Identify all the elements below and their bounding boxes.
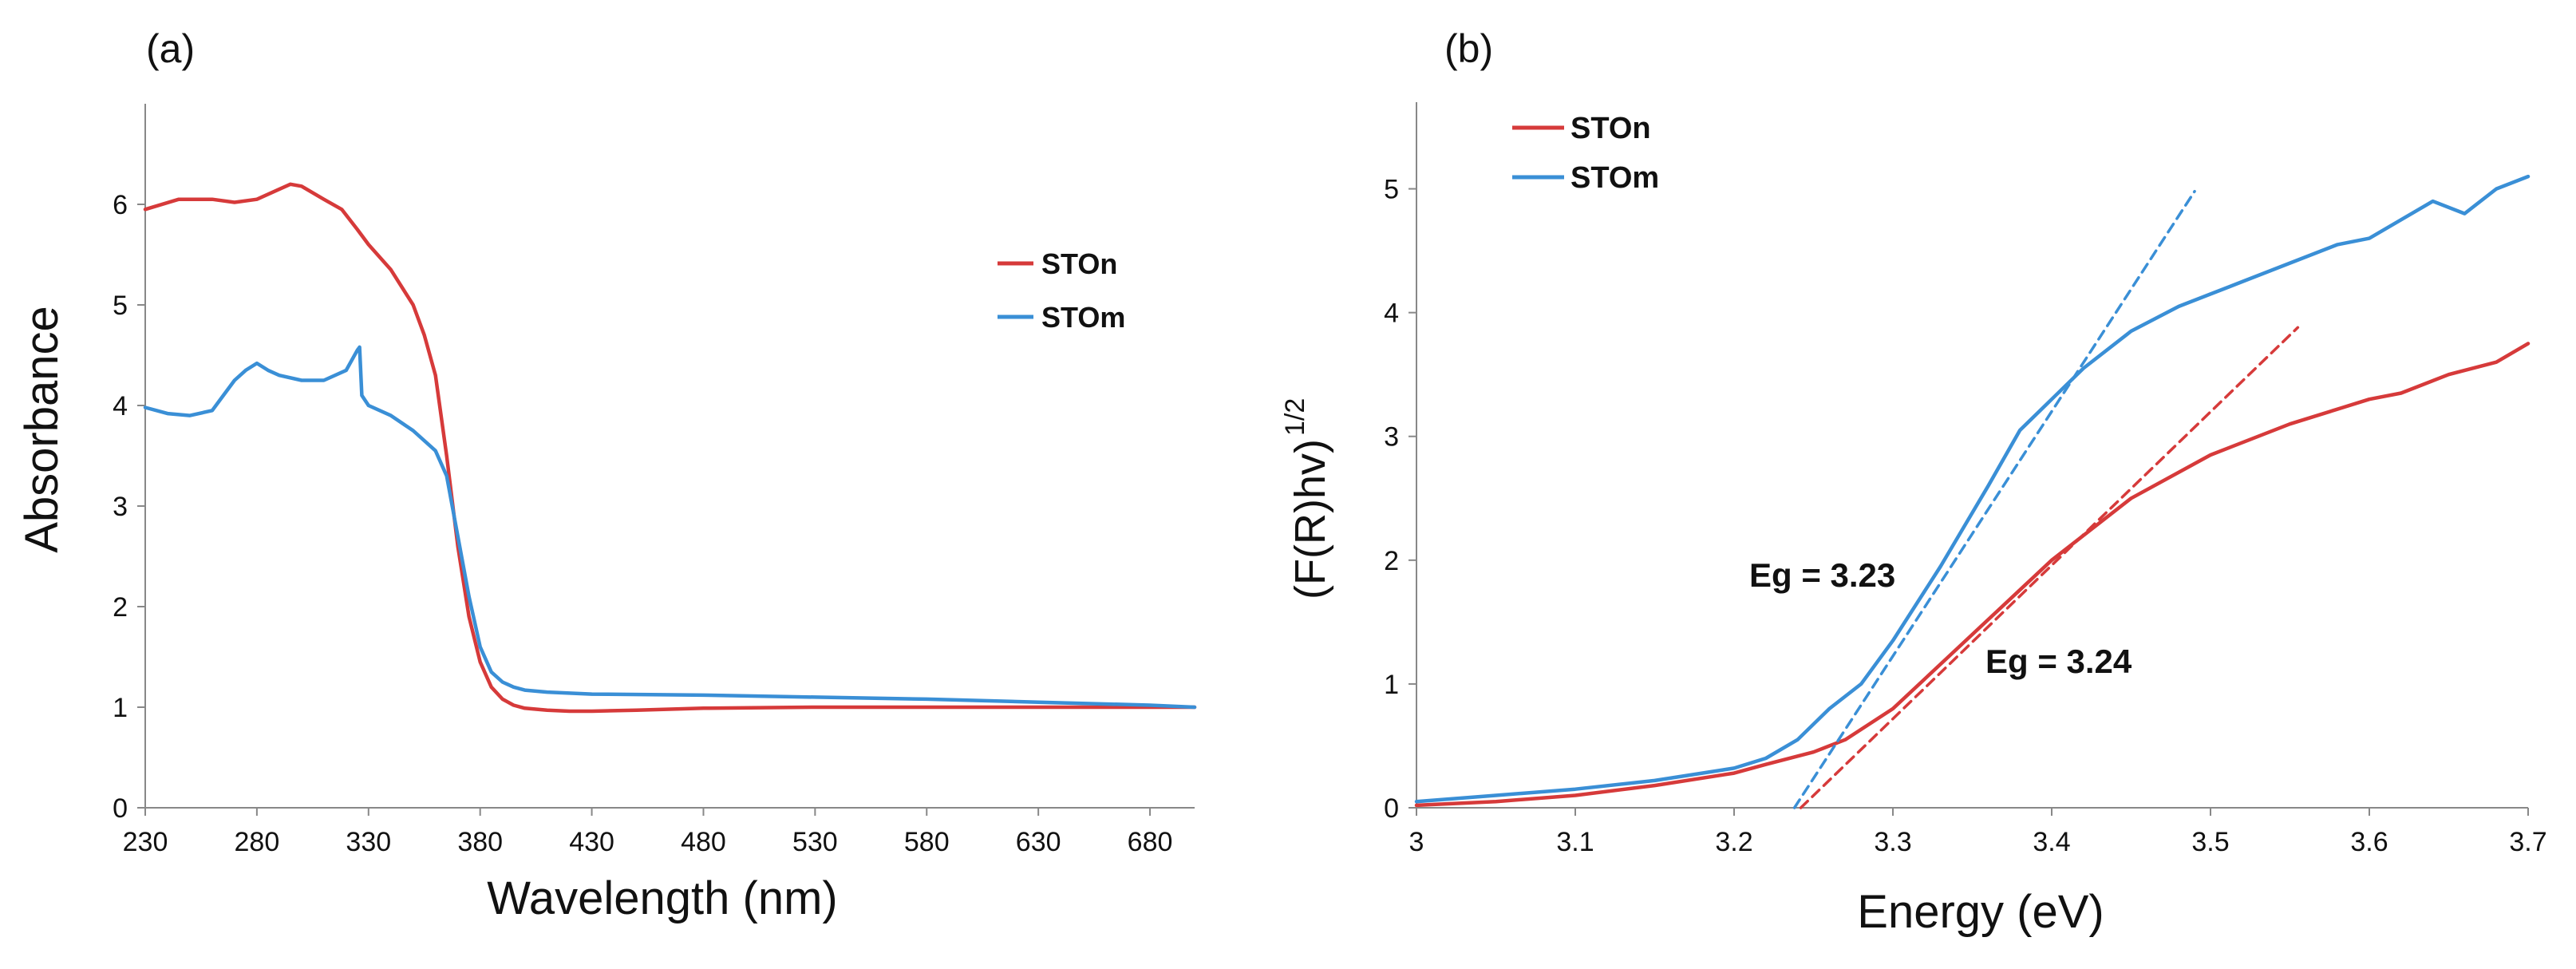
y-tick-label: 1 xyxy=(113,693,128,723)
panel-label-a: (a) xyxy=(146,26,195,71)
y-tick-label: 4 xyxy=(113,391,128,421)
x-tick-label: 480 xyxy=(681,827,726,857)
series-line-stom xyxy=(143,345,1197,710)
x-tick-label: 3.7 xyxy=(2509,827,2546,857)
series-line-ston-tangent xyxy=(1799,326,2300,809)
panel-a: (a) 0 1 2 3 4 5 6 230 280 330 380 430 480 530 580 630 6… xyxy=(16,26,1197,924)
panel-a-x-axis-label: Wavelength (nm) xyxy=(487,872,837,924)
panel-a-y-axis-label: Absorbance xyxy=(16,306,68,553)
y-tick-label: 2 xyxy=(113,592,128,623)
y-tick-label: 5 xyxy=(1384,175,1399,205)
x-tick-label: 3 xyxy=(1409,827,1424,857)
y-tick-label: 0 xyxy=(1384,793,1399,824)
y-tick-label: 2 xyxy=(1384,546,1399,576)
y-tick-label: 4 xyxy=(1384,299,1399,329)
panel-a-series xyxy=(143,182,1197,714)
y-tick-label: 6 xyxy=(113,190,128,220)
panel-a-y-ticks: 0 1 2 3 4 5 6 xyxy=(113,190,145,824)
legend-b-label-ston: STOn xyxy=(1570,112,1651,145)
x-tick-label: 530 xyxy=(792,827,838,857)
series-line-ston xyxy=(143,182,1197,714)
x-tick-label: 330 xyxy=(346,827,391,857)
panel-a-legend: STOn STOm xyxy=(998,247,1125,334)
panel-b: (b) 0 1 2 3 4 5 3 3.1 3.2 3.3 3.4 3.5 3.6 3.7 Energy… xyxy=(1280,26,2547,938)
panel-b-y-axis-label-main: (F(R)hv) xyxy=(1286,439,1334,599)
x-tick-label: 3.4 xyxy=(2033,827,2070,857)
y-tick-label: 3 xyxy=(1384,422,1399,453)
x-tick-label: 580 xyxy=(904,827,950,857)
x-tick-label: 3.2 xyxy=(1715,827,1752,857)
legend-a-label-ston: STOn xyxy=(1041,247,1117,280)
panel-b-series xyxy=(1414,174,2531,809)
panel-a-x-ticks: 230 280 330 380 430 480 530 580 630 680 xyxy=(123,808,1173,857)
y-tick-label: 0 xyxy=(113,793,128,824)
series-line-stom xyxy=(1414,174,2531,804)
panel-b-y-ticks: 0 1 2 3 4 5 xyxy=(1384,175,1416,824)
x-tick-label: 430 xyxy=(569,827,614,857)
annotation-eg-ston: Eg = 3.24 xyxy=(1985,643,2132,680)
legend-b-label-stom: STOm xyxy=(1570,161,1659,195)
panel-b-x-axis-label: Energy (eV) xyxy=(1857,886,2104,938)
panel-b-legend: STOn STOm xyxy=(1512,112,1659,195)
x-tick-label: 3.3 xyxy=(1874,827,1911,857)
y-tick-label: 1 xyxy=(1384,670,1399,700)
panel-b-y-axis-label-sup: 1/2 xyxy=(1280,398,1310,436)
panel-b-y-axis-label: (F(R)hv) xyxy=(1286,439,1334,599)
panel-label-b: (b) xyxy=(1444,26,1493,71)
x-tick-label: 3.5 xyxy=(2191,827,2229,857)
series-line-stom-tangent xyxy=(1792,189,2196,809)
x-tick-label: 3.1 xyxy=(1556,827,1594,857)
x-tick-label: 680 xyxy=(1128,827,1173,857)
y-tick-label: 5 xyxy=(113,291,128,321)
x-tick-label: 230 xyxy=(123,827,168,857)
y-tick-label: 3 xyxy=(113,492,128,522)
x-tick-label: 3.6 xyxy=(2350,827,2388,857)
panel-b-y-axis-label-group: (F(R)hv) 1/2 xyxy=(1280,398,1334,599)
annotation-eg-stom: Eg = 3.23 xyxy=(1749,556,1895,594)
legend-a-label-stom: STOm xyxy=(1041,301,1125,334)
x-tick-label: 630 xyxy=(1016,827,1061,857)
series-line-ston xyxy=(1414,342,2531,808)
x-tick-label: 380 xyxy=(457,827,503,857)
panel-b-x-ticks: 3 3.1 3.2 3.3 3.4 3.5 3.6 3.7 xyxy=(1409,808,2547,857)
x-tick-label: 280 xyxy=(235,827,280,857)
